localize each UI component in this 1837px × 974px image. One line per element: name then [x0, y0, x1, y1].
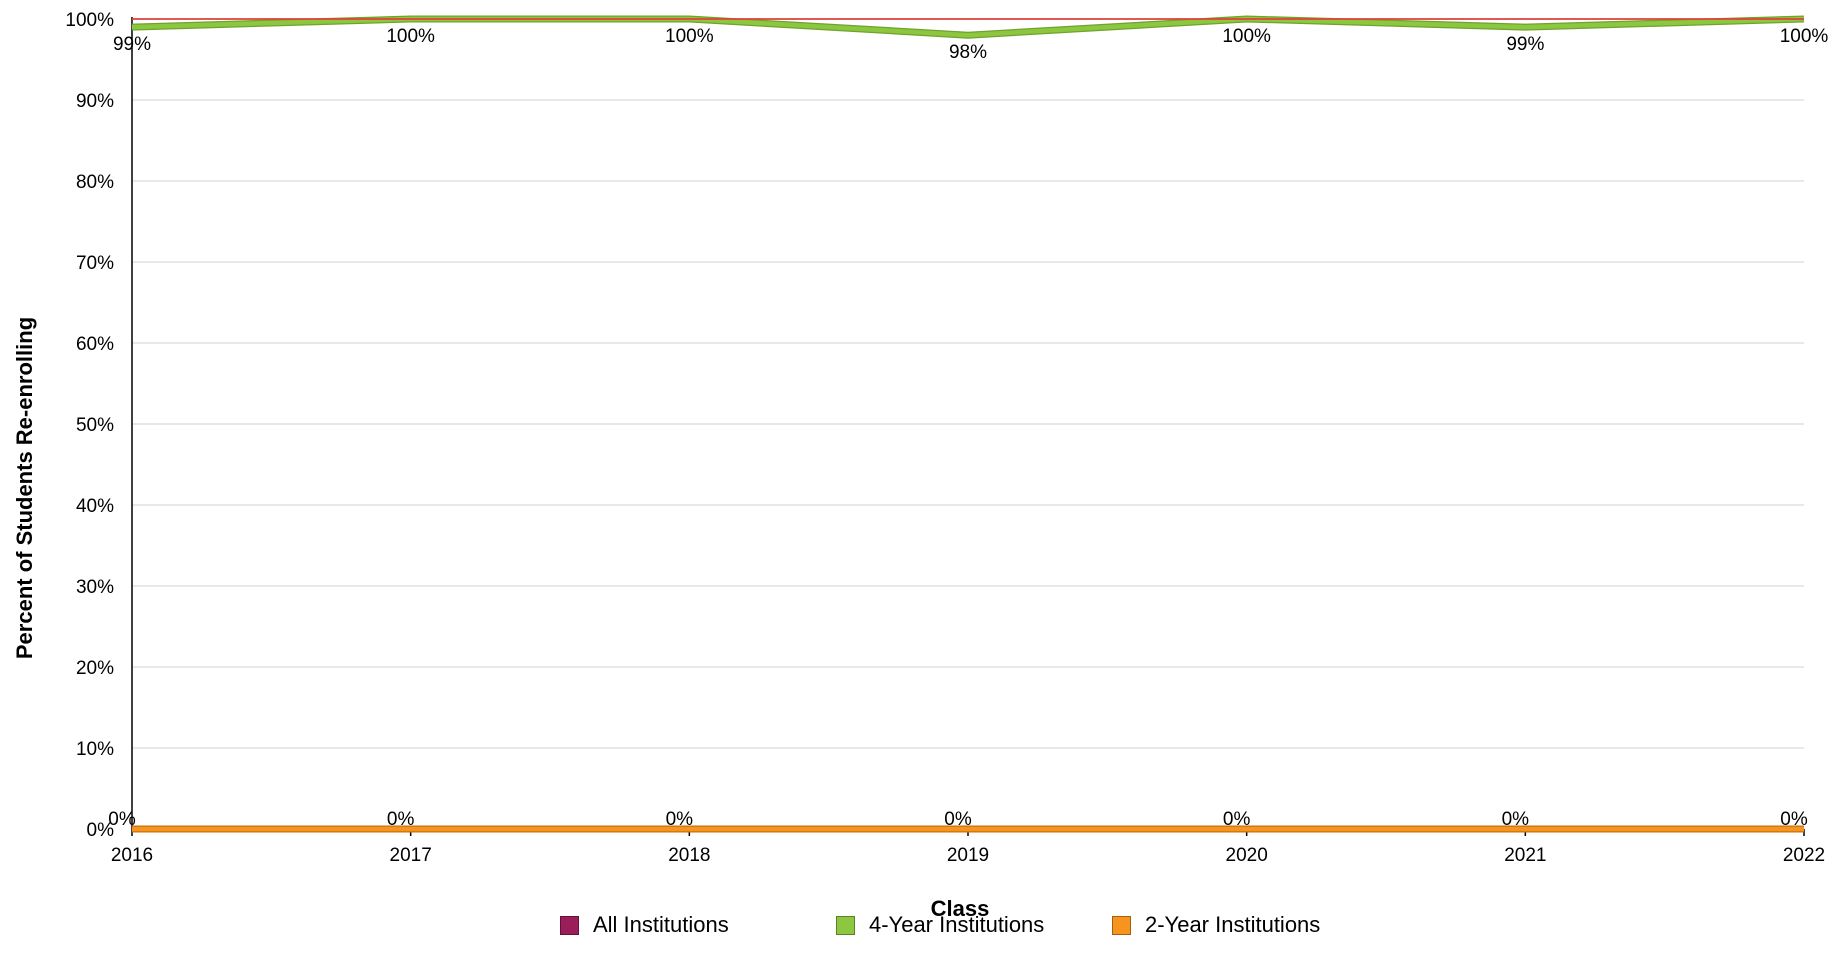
legend-label: 4-Year Institutions — [869, 912, 1045, 937]
legend-item-2-year-institutions[interactable]: 2-Year Institutions — [1112, 912, 1320, 938]
data-label-2-year: 0% — [1502, 809, 1530, 830]
data-label-2-year: 0% — [1780, 809, 1808, 830]
y-tick-label: 20% — [76, 658, 114, 679]
legend-label: All Institutions — [593, 912, 729, 937]
axes: 0% 10% 20% 30% 40% 50% 60% 70% 80% 90% 100% 2016 201… — [65, 10, 1825, 866]
legend-swatch — [836, 915, 855, 935]
data-label-4-year: 100% — [1780, 26, 1829, 47]
x-tick-label: 2016 — [111, 845, 153, 866]
x-tick-label: 2019 — [947, 845, 989, 866]
legend-item-4-year-institutions[interactable]: 4-Year Institutions — [836, 912, 1044, 938]
legend: All Institutions 4-Year Institutions 2-Y… — [0, 912, 1837, 948]
y-tick-label: 70% — [76, 253, 114, 274]
data-label-2-year: 0% — [1223, 809, 1251, 830]
data-label-4-year: 100% — [1222, 26, 1271, 47]
y-tick-label: 40% — [76, 496, 114, 517]
legend-item-all-institutions[interactable]: All Institutions — [560, 912, 729, 938]
x-axis-title: Class — [931, 896, 990, 921]
series-lines — [131, 15, 1805, 833]
data-label-4-year: 99% — [113, 34, 151, 55]
data-label-4-year: 100% — [665, 26, 714, 47]
data-label-4-year: 99% — [1506, 34, 1544, 55]
x-tick-label: 2017 — [390, 845, 432, 866]
y-tick-label: 50% — [76, 415, 114, 436]
x-tick-label: 2020 — [1226, 845, 1268, 866]
y-tick-label: 60% — [76, 334, 114, 355]
legend-swatch — [1112, 915, 1131, 935]
gridlines — [132, 18, 1804, 749]
y-tick-label: 80% — [76, 172, 114, 193]
legend-swatch — [560, 915, 579, 935]
data-label-2-year: 0% — [387, 809, 415, 830]
y-tick-label: 30% — [76, 577, 114, 598]
data-label-2-year: 0% — [108, 809, 136, 830]
y-tick-label: 100% — [65, 10, 114, 31]
y-tick-label: 0% — [87, 820, 115, 841]
data-label-2-year: 0% — [944, 809, 972, 830]
data-label-2-year: 0% — [666, 809, 694, 830]
data-label-4-year: 100% — [386, 26, 435, 47]
legend-label: 2-Year Institutions — [1145, 912, 1321, 937]
x-tick-label: 2018 — [668, 845, 710, 866]
data-labels: 99% 100% 100% 98% 100% 99% 100% 0% 0% 0% 0% 0% 0% 0% — [108, 26, 1828, 830]
x-tick-label: 2022 — [1783, 845, 1825, 866]
y-tick-label: 90% — [76, 91, 114, 112]
data-label-4-year: 98% — [949, 42, 987, 63]
x-tick-label: 2021 — [1504, 845, 1546, 866]
y-tick-label: 10% — [76, 739, 114, 760]
y-axis-title: Percent of Students Re-enrolling — [12, 317, 37, 659]
